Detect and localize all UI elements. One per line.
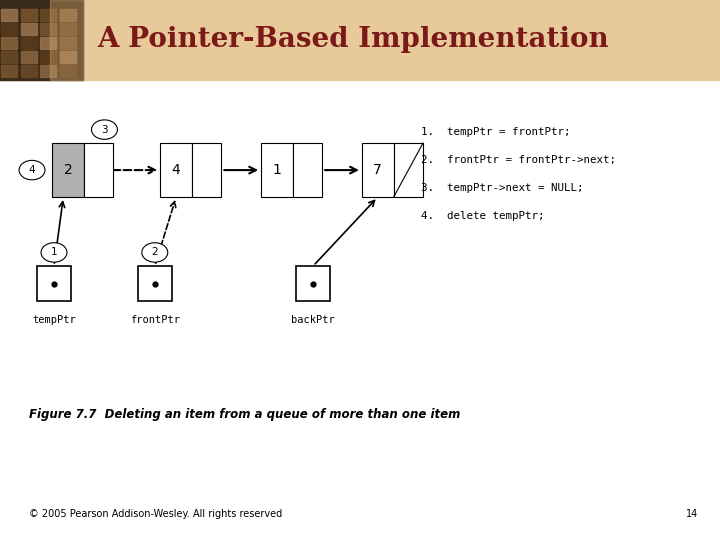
Text: 1.  tempPtr = frontPtr;: 1. tempPtr = frontPtr; [421,127,571,137]
Circle shape [91,120,117,139]
Bar [1,37,17,49]
Bar [0,0,83,80]
Text: tempPtr: tempPtr [32,314,76,325]
Bar [362,143,394,197]
Bar [296,266,330,301]
Text: 14: 14 [686,509,698,519]
Text: Figure 7.7  Deleting an item from a queue of more than one item: Figure 7.7 Deleting an item from a queue… [29,408,460,421]
Text: 7: 7 [374,163,382,177]
Bar [84,143,114,197]
Text: © 2005 Pearson Addison-Wesley. All rights reserved: © 2005 Pearson Addison-Wesley. All right… [29,509,282,519]
Bar [293,143,323,197]
Bar [21,65,37,77]
Bar [160,143,192,197]
Bar [21,51,37,63]
Bar [60,51,76,63]
Bar [53,143,84,197]
Bar [0,0,720,80]
Circle shape [142,243,168,262]
Bar [1,9,17,21]
Text: 3: 3 [101,125,108,134]
Bar [40,65,56,77]
Bar [21,9,37,21]
Text: 2.  frontPtr = frontPtr->next;: 2. frontPtr = frontPtr->next; [421,155,616,165]
Text: 2: 2 [151,247,158,258]
Text: 1: 1 [50,247,58,258]
Bar [37,266,71,301]
Bar [261,143,293,197]
Text: 4: 4 [172,163,181,177]
Text: 4.  delete tempPtr;: 4. delete tempPtr; [421,211,545,221]
Bar [60,9,76,21]
Bar [50,0,83,80]
Text: 3.  tempPtr->next = NULL;: 3. tempPtr->next = NULL; [421,183,584,193]
Text: 4: 4 [29,165,35,175]
Bar [40,37,56,49]
Text: backPtr: backPtr [292,314,335,325]
Bar [192,143,222,197]
Text: frontPtr: frontPtr [130,314,180,325]
Bar [40,51,56,63]
Bar [1,65,17,77]
Bar [1,23,17,35]
Text: 1: 1 [272,163,282,177]
Bar [21,37,37,49]
Circle shape [19,160,45,180]
Bar [21,23,37,35]
Bar [1,51,17,63]
Bar [40,23,56,35]
Bar [60,37,76,49]
Bar [40,9,56,21]
Bar [60,23,76,35]
Text: 2: 2 [64,163,73,177]
Bar [60,65,76,77]
Bar [394,143,423,197]
Circle shape [41,243,67,262]
Bar [138,266,172,301]
Text: A Pointer-Based Implementation: A Pointer-Based Implementation [97,26,609,53]
